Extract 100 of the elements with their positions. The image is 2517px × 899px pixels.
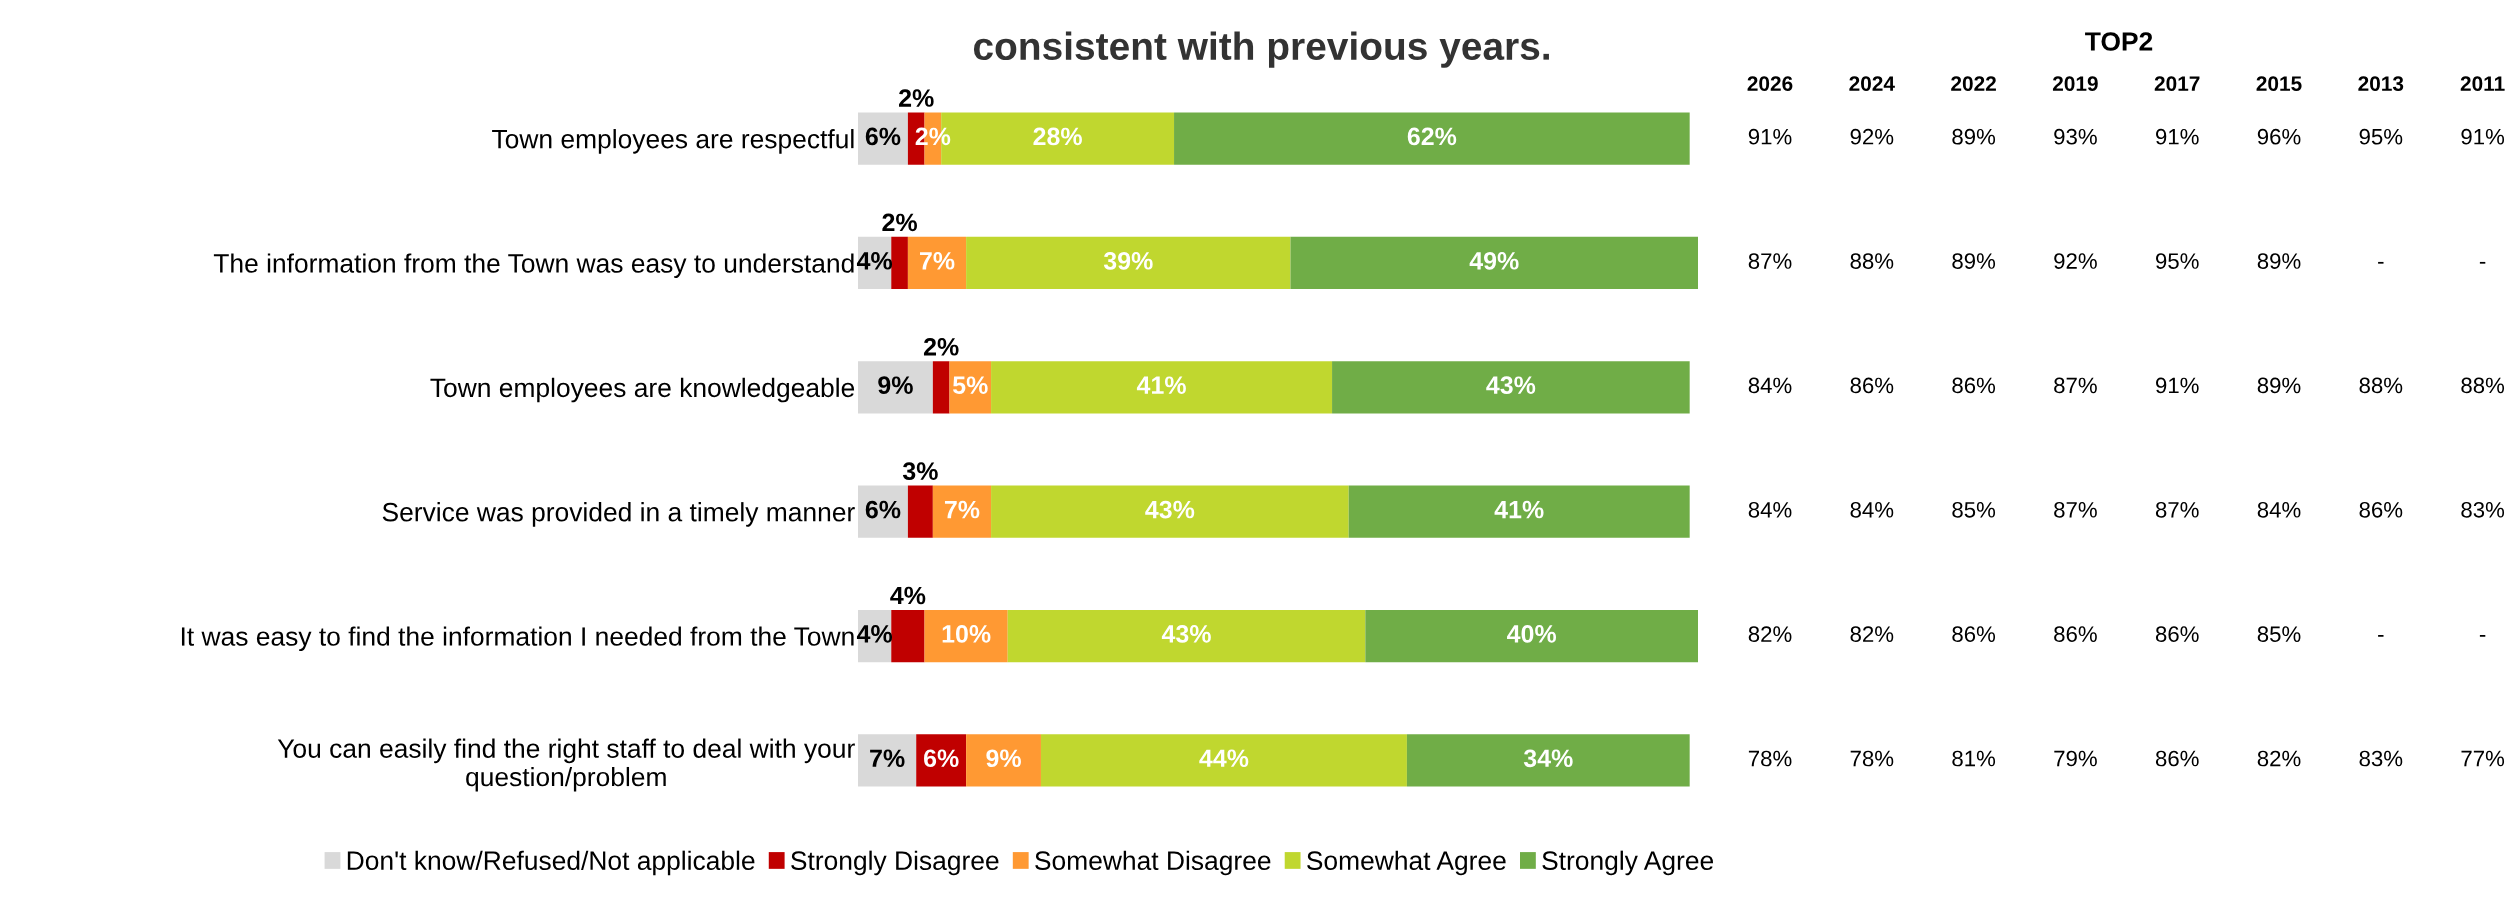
y-tick-label: You can easily find the right staff to deal with your question/problem — [277, 738, 855, 792]
data-label: 6% — [865, 500, 901, 519]
y-tick-label: Town employees are respectful — [492, 129, 854, 154]
text: 86% — [2054, 626, 2097, 643]
text: 85% — [1952, 501, 1996, 518]
text: 82% — [1748, 626, 1792, 643]
text: 87% — [1748, 253, 1792, 269]
text: 86% — [1952, 626, 1996, 643]
bar — [966, 236, 1291, 290]
bar — [858, 734, 917, 787]
y-tick-label: The information from the Town was easy to understand — [213, 253, 854, 278]
legend-label: Strongly Disagree — [791, 850, 999, 876]
text: 95% — [2359, 128, 2403, 145]
text: 95% — [2156, 253, 2199, 269]
text: 83% — [2359, 750, 2403, 767]
text: 92% — [1850, 128, 1894, 145]
bar — [932, 361, 950, 414]
text: - — [2378, 635, 2384, 637]
text: 86% — [1952, 377, 1996, 394]
text: 2017 — [2154, 76, 2200, 91]
data-label: 43% — [1145, 500, 1195, 519]
text: 2019 — [2052, 76, 2098, 91]
bar — [932, 485, 992, 538]
y-tick-label: It was easy to find the information I needed from the Town — [181, 626, 854, 652]
text: 89% — [2257, 377, 2301, 394]
text: 2022 — [1951, 76, 1996, 91]
text: - — [2479, 635, 2486, 637]
bar — [991, 361, 1333, 414]
text: 84% — [1748, 501, 1792, 518]
bar — [1007, 609, 1366, 663]
data-label: 39% — [1103, 251, 1153, 270]
data-label: 9% — [878, 376, 913, 395]
text: 79% — [2054, 750, 2097, 767]
text: 84% — [1850, 501, 1894, 518]
text: 93% — [2054, 128, 2097, 145]
data-label: 3% — [902, 462, 938, 481]
text: 2011 — [2460, 76, 2505, 91]
bar — [858, 112, 908, 165]
bar — [858, 361, 933, 414]
data-label: 43% — [1486, 376, 1536, 395]
text: 91% — [2156, 377, 2199, 394]
bar — [891, 236, 908, 290]
text: 2026 — [1747, 76, 1793, 91]
bar — [1290, 236, 1698, 290]
text: TOP2 — [2085, 32, 2153, 51]
text: 85% — [2257, 626, 2301, 643]
bar — [966, 734, 1041, 787]
text: 89% — [2257, 253, 2301, 269]
data-label: 5% — [952, 376, 988, 395]
text: 87% — [2155, 501, 2199, 518]
text: 91% — [1748, 128, 1792, 145]
text: 2013 — [2358, 76, 2404, 92]
bar — [1174, 112, 1690, 165]
text: 91% — [2461, 128, 2505, 145]
data-label: 44% — [1199, 749, 1249, 768]
bar — [991, 485, 1349, 538]
data-label: 40% — [1507, 625, 1557, 643]
text: 87% — [2054, 501, 2097, 518]
text: 81% — [1952, 750, 1996, 767]
y-tick-label: Town employees are knowledgeable — [430, 377, 855, 403]
text: 86% — [2359, 501, 2403, 518]
text: 89% — [1952, 253, 1996, 269]
text: 84% — [1748, 377, 1792, 394]
data-label: 2% — [923, 337, 959, 356]
text: 91% — [2156, 128, 2199, 145]
text: 82% — [2257, 750, 2301, 767]
text: 86% — [2155, 626, 2199, 643]
bar — [1040, 734, 1407, 787]
bar — [1332, 361, 1690, 414]
text: - — [2479, 261, 2486, 264]
bar — [907, 236, 967, 290]
text: 92% — [2054, 253, 2097, 269]
text: 88% — [2461, 377, 2505, 394]
data-label: 2% — [899, 89, 934, 107]
data-label: 7% — [920, 252, 955, 270]
data-label: 7% — [944, 500, 980, 519]
text: 78% — [1748, 750, 1792, 767]
legend-label: Somewhat Agree — [1307, 850, 1506, 876]
text: 96% — [2257, 128, 2301, 145]
text: 88% — [2359, 377, 2403, 394]
bar — [907, 485, 933, 538]
data-label: 41% — [1136, 376, 1186, 394]
data-label: 6% — [924, 749, 959, 768]
text: 77% — [2461, 750, 2505, 767]
text: - — [2378, 261, 2384, 264]
text: 89% — [1952, 128, 1996, 145]
text: 83% — [2461, 501, 2505, 518]
y-tick-label: Service was provided in a timely manner — [382, 502, 855, 527]
legend-label: Don't know/Refused/Not applicable — [347, 850, 755, 876]
data-label: 2% — [882, 213, 917, 232]
data-label: 62% — [1407, 127, 1457, 146]
data-label: 34% — [1523, 749, 1573, 768]
text: 2015 — [2256, 76, 2302, 91]
bar — [1406, 734, 1690, 787]
data-label: 41% — [1494, 500, 1544, 519]
data-label: 7% — [870, 749, 905, 768]
data-label: 10% — [942, 625, 991, 643]
text: 88% — [1850, 253, 1894, 269]
bar — [1365, 609, 1698, 663]
bar — [924, 609, 1008, 663]
